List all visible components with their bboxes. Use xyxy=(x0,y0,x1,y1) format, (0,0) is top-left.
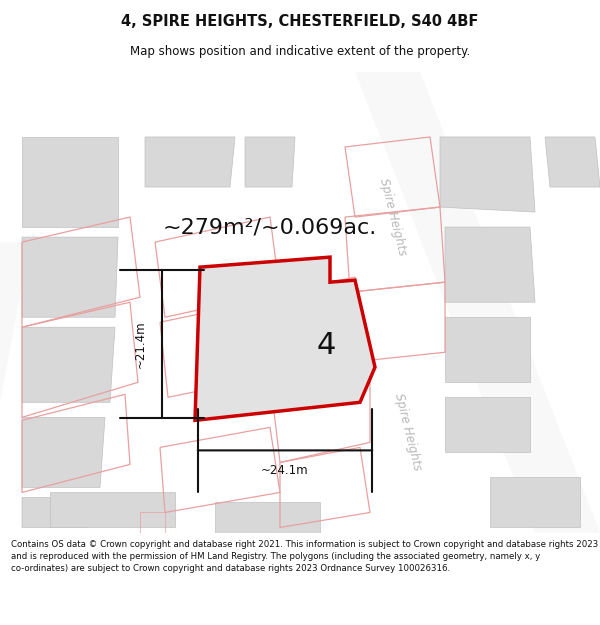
Polygon shape xyxy=(355,72,600,532)
Polygon shape xyxy=(215,503,320,532)
Polygon shape xyxy=(22,237,118,318)
Polygon shape xyxy=(50,492,175,528)
Text: Spire Heights: Spire Heights xyxy=(392,392,424,472)
Polygon shape xyxy=(490,478,580,528)
Polygon shape xyxy=(445,318,530,382)
Polygon shape xyxy=(445,398,530,452)
Polygon shape xyxy=(0,242,30,402)
Text: 4, SPIRE HEIGHTS, CHESTERFIELD, S40 4BF: 4, SPIRE HEIGHTS, CHESTERFIELD, S40 4BF xyxy=(121,14,479,29)
Text: Spire Heights: Spire Heights xyxy=(377,177,409,257)
Text: ~279m²/~0.069ac.: ~279m²/~0.069ac. xyxy=(163,217,377,237)
Polygon shape xyxy=(445,227,535,302)
Text: ~24.1m: ~24.1m xyxy=(261,464,309,477)
Polygon shape xyxy=(440,137,535,212)
Polygon shape xyxy=(195,257,375,421)
Polygon shape xyxy=(145,137,235,187)
Text: Contains OS data © Crown copyright and database right 2021. This information is : Contains OS data © Crown copyright and d… xyxy=(11,540,598,573)
Polygon shape xyxy=(22,498,90,528)
Polygon shape xyxy=(545,137,600,187)
Text: Map shows position and indicative extent of the property.: Map shows position and indicative extent… xyxy=(130,44,470,58)
Polygon shape xyxy=(22,137,118,227)
Text: ~21.4m: ~21.4m xyxy=(133,320,146,368)
Text: 4: 4 xyxy=(317,331,336,360)
Polygon shape xyxy=(245,137,295,187)
Polygon shape xyxy=(22,418,105,488)
Polygon shape xyxy=(22,328,115,402)
